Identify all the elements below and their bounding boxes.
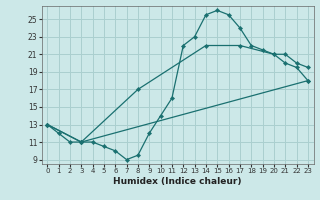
X-axis label: Humidex (Indice chaleur): Humidex (Indice chaleur) <box>113 177 242 186</box>
